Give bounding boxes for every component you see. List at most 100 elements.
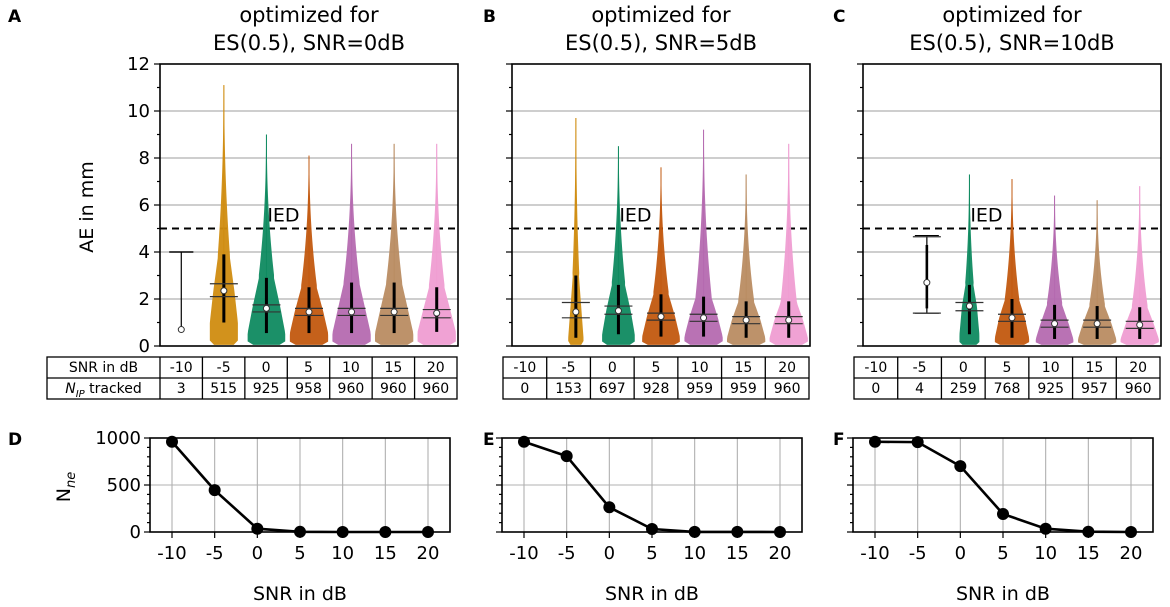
table-cell-n-tracked: 960 bbox=[338, 381, 365, 397]
x-tick-label: -10 bbox=[157, 543, 186, 564]
table-cell-n-tracked: 959 bbox=[686, 381, 713, 397]
table-row-label-snr: SNR in dB bbox=[69, 360, 138, 376]
table-cell-n-tracked: 0 bbox=[520, 381, 529, 397]
y-tick-label: 6 bbox=[139, 195, 150, 216]
panel-letter-f: F bbox=[833, 430, 845, 450]
table-cell-snr: 5 bbox=[652, 360, 661, 376]
x-tick-label: -10 bbox=[860, 543, 889, 564]
table-cell-n-tracked: 960 bbox=[380, 381, 407, 397]
table-cell-n-tracked: 925 bbox=[253, 381, 280, 397]
x-axis-label: SNR in dB bbox=[605, 583, 699, 605]
panel-letter-a: A bbox=[8, 7, 22, 27]
y-tick-label: 8 bbox=[139, 148, 150, 169]
table-cell-snr: -10 bbox=[170, 360, 193, 376]
x-tick-label: 0 bbox=[955, 543, 966, 564]
median-marker bbox=[785, 316, 793, 324]
median-marker bbox=[390, 308, 398, 316]
table-cell-snr: -10 bbox=[864, 360, 887, 376]
median-marker bbox=[1051, 320, 1059, 328]
panel-title-line1: optimized for bbox=[591, 3, 731, 27]
ied-label: IED bbox=[619, 205, 651, 227]
table-cell-n-tracked: 928 bbox=[643, 381, 670, 397]
panel-letter-d: D bbox=[8, 430, 22, 450]
table-cell-n-tracked: 958 bbox=[295, 381, 322, 397]
table-row-label-nip: NIP tracked bbox=[65, 381, 142, 400]
data-point bbox=[560, 450, 573, 463]
median-marker bbox=[1136, 321, 1144, 329]
table-cell-n-tracked: 153 bbox=[555, 381, 582, 397]
median-marker bbox=[262, 304, 270, 312]
x-tick-label: 10 bbox=[683, 543, 706, 564]
table-cell-snr: 10 bbox=[691, 360, 709, 376]
y-tick-label: 12 bbox=[127, 54, 150, 75]
panel-letter-e: E bbox=[483, 430, 495, 450]
y-tick-label: 4 bbox=[139, 242, 150, 263]
median-marker bbox=[305, 308, 313, 316]
x-tick-label: 15 bbox=[374, 543, 397, 564]
x-tick-label: 20 bbox=[1120, 543, 1143, 564]
panel-title-line2: ES(0.5), SNR=10dB bbox=[909, 31, 1114, 55]
table-cell-snr: 0 bbox=[262, 360, 271, 376]
table-cell-n-tracked: 959 bbox=[730, 381, 757, 397]
x-tick-label: -5 bbox=[558, 543, 576, 564]
table-cell-n-tracked: 0 bbox=[871, 381, 880, 397]
y-tick-label: 2 bbox=[139, 289, 150, 310]
data-point bbox=[208, 484, 221, 497]
median-marker bbox=[614, 307, 622, 315]
x-tick-label: -5 bbox=[909, 543, 927, 564]
table-cell-snr: 15 bbox=[384, 360, 402, 376]
median-marker bbox=[177, 326, 185, 334]
panel-title-line1: optimized for bbox=[942, 3, 1082, 27]
label-rest: tracked bbox=[85, 381, 142, 397]
x-tick-label: 5 bbox=[997, 543, 1008, 564]
table-cell-n-tracked: 960 bbox=[1125, 381, 1152, 397]
ied-label: IED bbox=[970, 205, 1002, 227]
table-cell-snr: -5 bbox=[217, 360, 231, 376]
y-tick-label: 1000 bbox=[95, 428, 141, 449]
table-cell-snr: 0 bbox=[959, 360, 968, 376]
table-cell-snr: 20 bbox=[1129, 360, 1147, 376]
table-cell-snr: 20 bbox=[778, 360, 796, 376]
table-cell-n-tracked: 697 bbox=[599, 381, 626, 397]
x-tick-label: -10 bbox=[509, 543, 538, 564]
x-tick-label: 10 bbox=[331, 543, 354, 564]
median-marker bbox=[1008, 314, 1016, 322]
panel-title-line2: ES(0.5), SNR=0dB bbox=[213, 31, 405, 55]
table-cell-snr: 20 bbox=[427, 360, 445, 376]
median-marker bbox=[1093, 320, 1101, 328]
median-marker bbox=[572, 308, 580, 316]
table-cell-n-tracked: 768 bbox=[994, 381, 1021, 397]
x-tick-label: -5 bbox=[206, 543, 224, 564]
table-cell-n-tracked: 957 bbox=[1081, 381, 1108, 397]
line-panel-f: F -10 -5 0 5 10 15 20 SNR in dB bbox=[833, 430, 1154, 605]
data-point bbox=[954, 460, 967, 473]
data-point bbox=[603, 501, 616, 514]
x-tick-label: 15 bbox=[1077, 543, 1100, 564]
median-marker bbox=[220, 287, 228, 295]
line-panel-d: D 0 500 1000 -10 -5 0 5 10 15 20 SNR in dB bbox=[8, 428, 451, 605]
table-cell-n-tracked: 515 bbox=[210, 381, 237, 397]
table-cell-n-tracked: 259 bbox=[950, 381, 977, 397]
y-axis-label-nne: Nne bbox=[53, 472, 79, 502]
panel-title-line2: ES(0.5), SNR=5dB bbox=[565, 31, 757, 55]
panel-letter-c: C bbox=[833, 7, 845, 27]
median-marker bbox=[700, 314, 708, 322]
table-cell-n-tracked: 960 bbox=[774, 381, 801, 397]
y-tick-label: 0 bbox=[139, 336, 150, 357]
table-cell-snr: 15 bbox=[1086, 360, 1104, 376]
table-cell-snr: -10 bbox=[513, 360, 536, 376]
table-cell-snr: 5 bbox=[304, 360, 313, 376]
table-cell-snr: 0 bbox=[608, 360, 617, 376]
x-tick-label: 5 bbox=[294, 543, 305, 564]
table-cell-snr: -5 bbox=[562, 360, 576, 376]
median-marker bbox=[348, 308, 356, 316]
y-axis-label-ae: AE in mm bbox=[76, 161, 98, 252]
line-panel-e: E -10 -5 0 5 10 15 20 SNR in dB bbox=[483, 430, 803, 605]
table-cell-snr: -5 bbox=[913, 360, 927, 376]
x-tick-label: 5 bbox=[646, 543, 657, 564]
y-tick-label: 500 bbox=[107, 475, 141, 496]
x-tick-label: 20 bbox=[417, 543, 440, 564]
